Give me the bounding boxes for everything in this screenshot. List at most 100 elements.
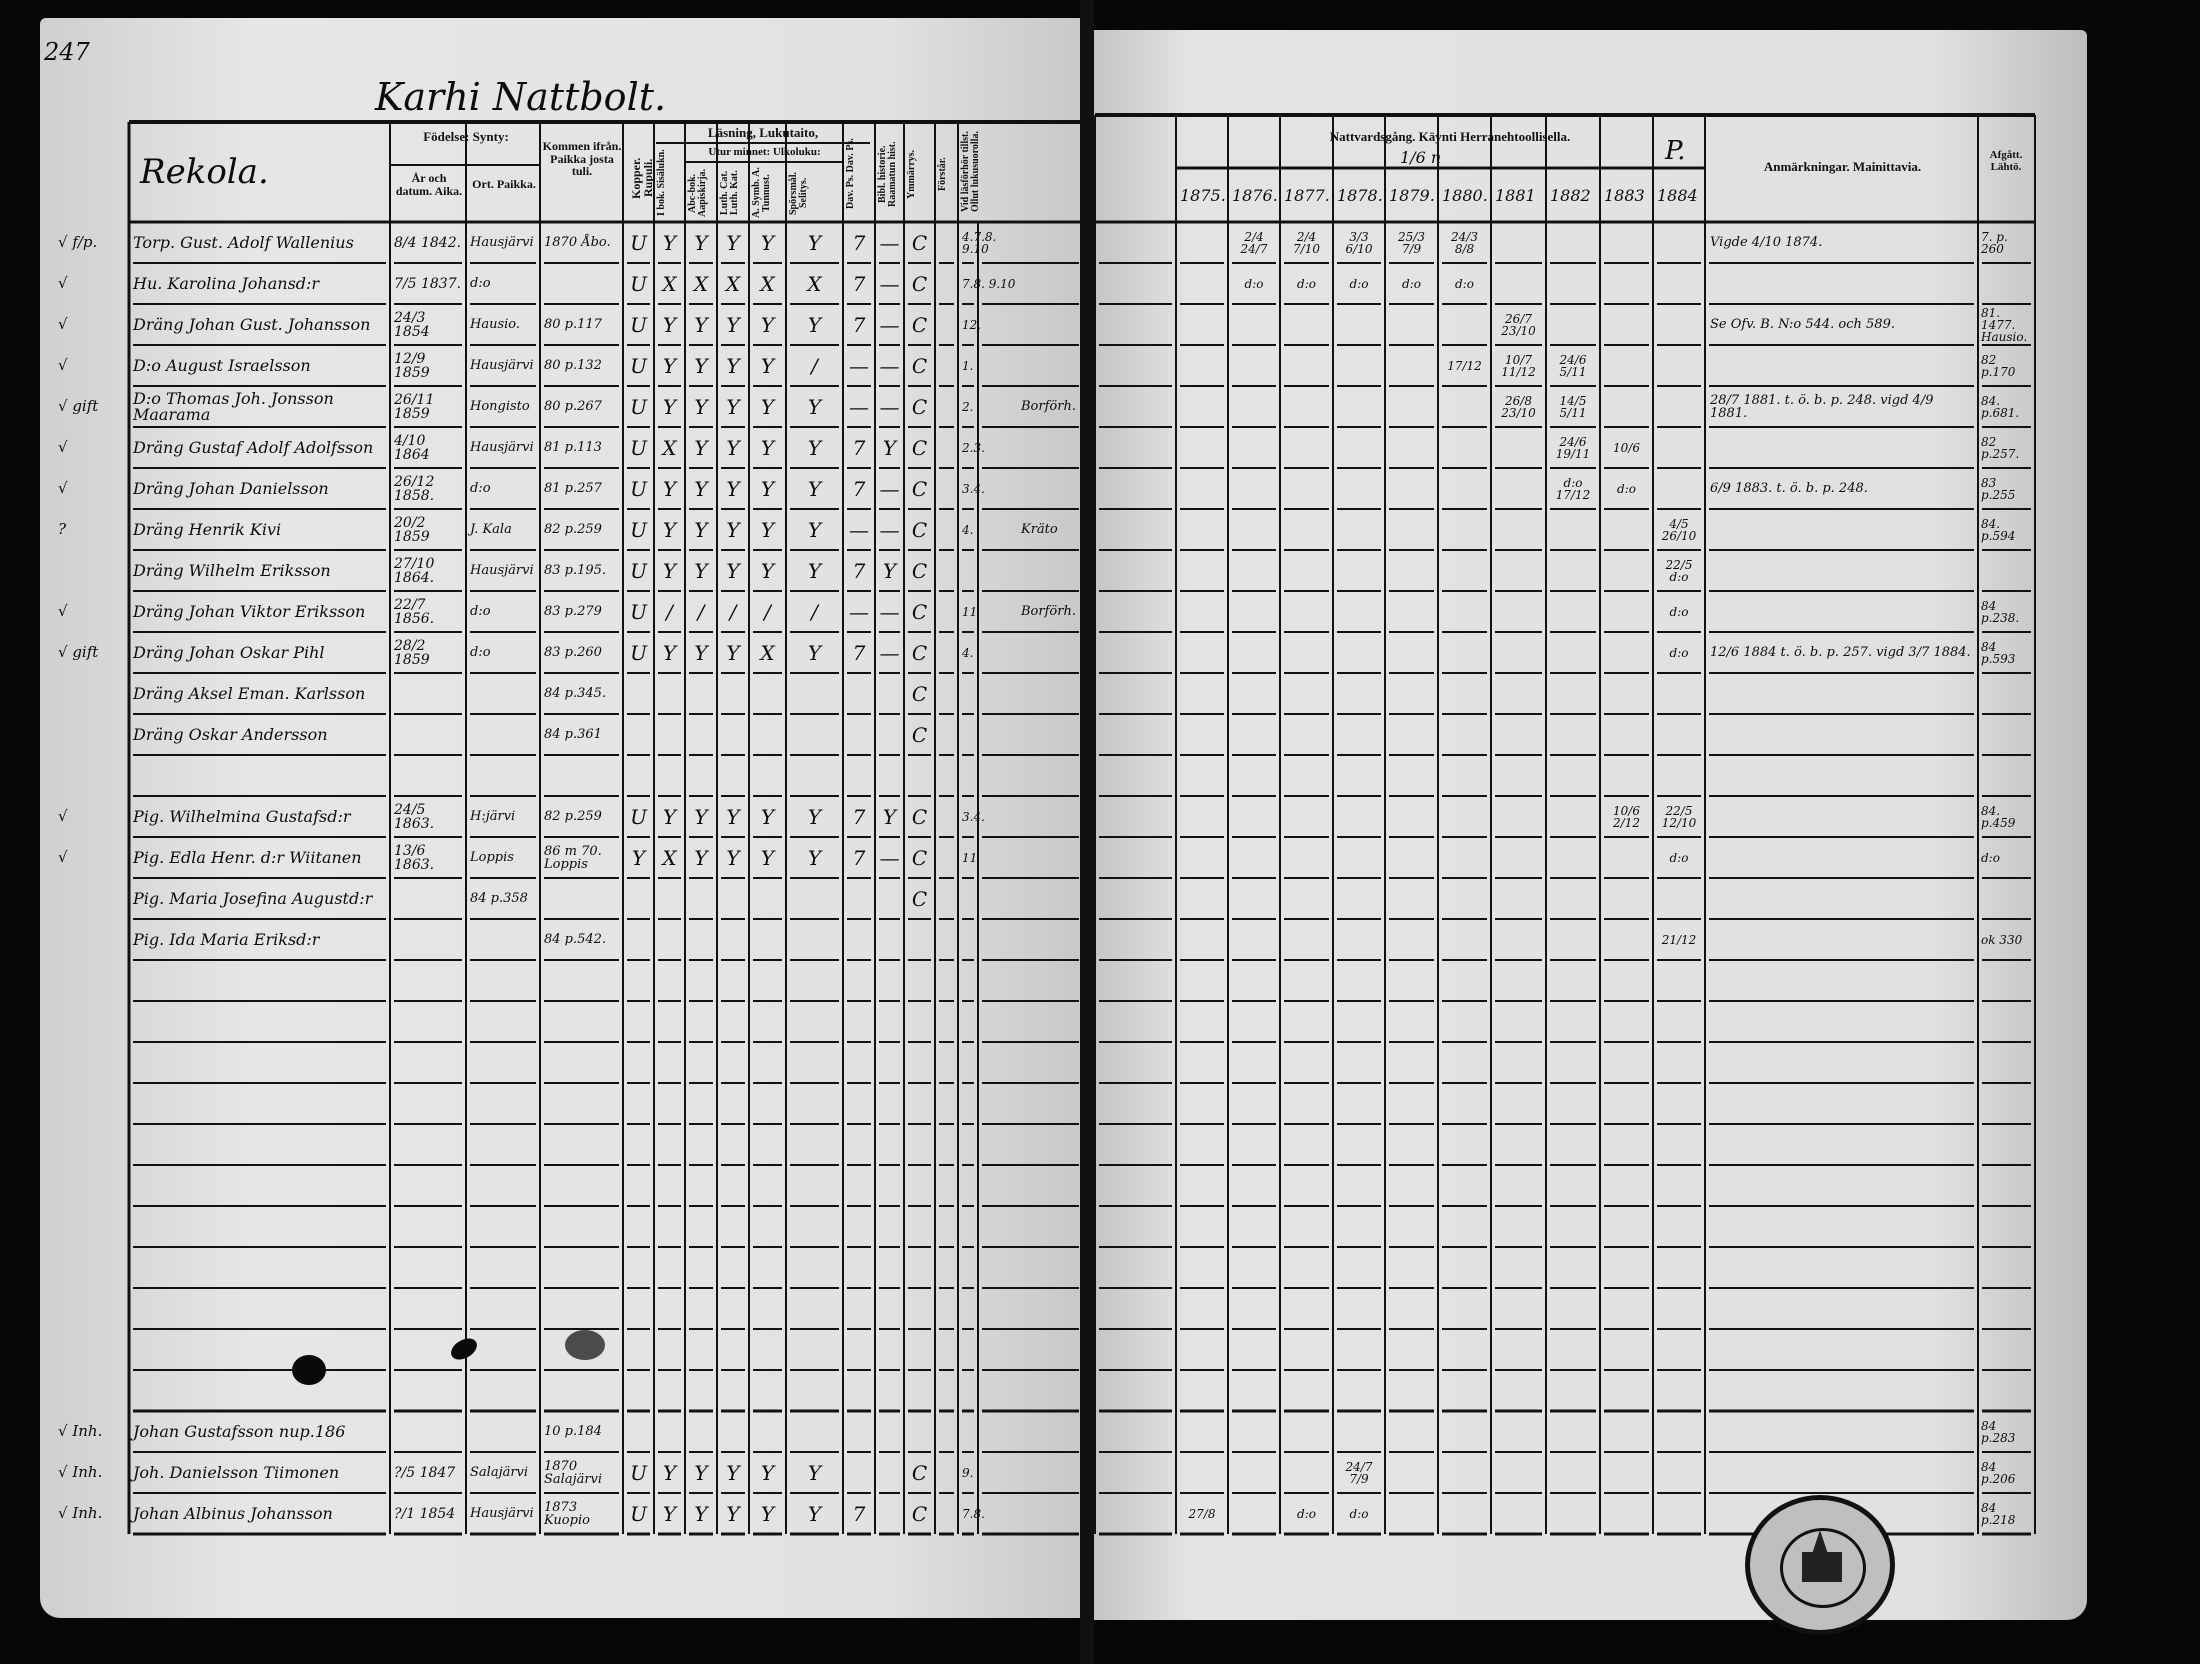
side-note: Kräto xyxy=(1021,522,1058,537)
came-from: 84 p.345. xyxy=(544,686,607,701)
person-name: Pig. Ida Maria Eriksd:r xyxy=(133,929,320,949)
reading-mark xyxy=(844,757,874,794)
birth-date: 28/2 1859 xyxy=(394,637,430,668)
reading-mark: Y xyxy=(760,394,775,419)
reading-column-header: Ymmärrys. xyxy=(906,149,917,199)
reading-mark: C xyxy=(911,435,928,460)
birth-date: 24/3 1854 xyxy=(394,309,430,340)
reading-mark: — xyxy=(879,845,900,870)
margin-mark: √ gift xyxy=(58,643,99,661)
person-name: Dräng Johan Gust. Johansson xyxy=(133,314,371,334)
margin-mark: √ xyxy=(58,356,68,374)
reading-column-header: Spörsmål. Selitys. xyxy=(788,171,809,215)
birth-place: Hausjärvi xyxy=(470,235,534,250)
reading-mark xyxy=(686,880,716,917)
birth-date: 24/5 1863. xyxy=(394,801,435,832)
remark: Vigde 4/10 1874. xyxy=(1710,235,1823,250)
birth-place: Loppis xyxy=(470,850,514,865)
reading-mark xyxy=(876,921,903,958)
reading-mark: Y xyxy=(726,353,740,378)
exam-attendance xyxy=(960,675,1018,712)
reading-mark: Y xyxy=(882,435,897,460)
reading-mark: 7 xyxy=(852,476,866,501)
departed-ref xyxy=(1979,265,2034,302)
communion-date: 4/5 26/10 xyxy=(1661,516,1697,543)
communion-date: d:o xyxy=(1402,276,1421,291)
reading-mark: Y xyxy=(694,1501,708,1526)
birth-place xyxy=(468,716,539,753)
reading-mark xyxy=(787,757,842,794)
reading-mark: Y xyxy=(807,804,822,829)
reading-mark: 7 xyxy=(852,804,866,829)
reading-mark: — xyxy=(879,517,900,542)
reading-mark: Y xyxy=(760,517,775,542)
came-from: 83 p.260 xyxy=(544,645,602,660)
exam-attendance: 3.4. xyxy=(962,809,985,824)
departed-ref: 84 p.218 xyxy=(1981,1500,2016,1527)
departed-header: Afgått. Lähtö. xyxy=(1989,149,2023,173)
communion-date: d:o xyxy=(1669,850,1689,865)
margin-mark: ? xyxy=(58,520,67,538)
person-name: Dräng Johan Oskar Pihl xyxy=(133,642,325,662)
memory-header: Utur minnet: Ulkoluku: xyxy=(708,146,821,158)
reading-mark: X xyxy=(662,435,677,460)
exam-attendance: 11 xyxy=(962,604,978,619)
communion-date: 10/6 xyxy=(1613,440,1640,455)
came-from: 83 p.195. xyxy=(544,563,607,578)
reading-mark: Y xyxy=(694,845,708,870)
reading-mark: — xyxy=(879,599,900,624)
departed-ref: 82 p.170 xyxy=(1981,352,2016,379)
side-note xyxy=(1019,675,1081,712)
remark xyxy=(1708,880,1976,917)
exam-attendance: 4.7.8. 9.10 xyxy=(962,229,997,256)
came-from: 83 p.279 xyxy=(544,604,602,619)
came-from: 82 p.259 xyxy=(544,522,602,537)
communion-date: 24/6 5/11 xyxy=(1559,352,1587,379)
reading-column-header: I bok. Sisälukn. xyxy=(656,149,667,217)
remark xyxy=(1708,429,1976,466)
reading-mark: X xyxy=(662,845,677,870)
reading-mark: — xyxy=(849,599,869,624)
person-name: Dräng Gustaf Adolf Adolfsson xyxy=(133,437,374,457)
reading-mark: Y xyxy=(694,558,708,583)
birth-date: 8/4 1842. xyxy=(394,234,462,251)
reading-mark: Y xyxy=(760,558,775,583)
reading-mark xyxy=(718,921,748,958)
departed-ref: 82 p.257. xyxy=(1981,434,2020,461)
reading-mark xyxy=(624,921,653,958)
communion-date: d:o xyxy=(1669,645,1689,660)
birth-place: d:o xyxy=(470,645,491,660)
reading-mark xyxy=(844,716,874,753)
communion-date: 3/3 6/10 xyxy=(1345,229,1373,256)
birth-place: d:o xyxy=(470,481,491,496)
came-from: 10 p.184 xyxy=(544,1424,602,1439)
reading-mark: Y xyxy=(807,1460,822,1485)
departed-ref: 84. p.681. xyxy=(1981,393,2020,420)
reading-mark: Y xyxy=(807,435,822,460)
came-from xyxy=(542,880,622,917)
exam-attendance: 4. xyxy=(962,522,974,537)
margin-mark xyxy=(56,880,128,917)
departed-ref xyxy=(1979,716,2034,753)
reading-mark: U xyxy=(630,804,647,829)
reading-mark: C xyxy=(911,1501,928,1526)
reading-mark: Y xyxy=(726,230,740,255)
reading-mark: — xyxy=(879,476,900,501)
birth-date: 27/10 1864. xyxy=(394,555,435,586)
left-page xyxy=(40,18,1085,1618)
reading-mark: U xyxy=(630,312,647,337)
reading-mark: Y xyxy=(760,353,775,378)
birth-place: Hausjärvi xyxy=(470,358,534,373)
birth-place: Hausjärvi xyxy=(470,440,534,455)
reading-mark xyxy=(718,716,748,753)
right-page xyxy=(1092,30,2087,1620)
departed-ref: 84 p.283 xyxy=(1981,1418,2016,1445)
reading-mark: Y xyxy=(662,517,677,542)
birth-place: Hausjärvi xyxy=(470,563,534,578)
communion-date: d:o xyxy=(1617,481,1636,496)
reading-mark xyxy=(844,1454,874,1491)
side-note xyxy=(1019,880,1081,917)
reading-mark: U xyxy=(630,517,647,542)
person-name: Dräng Johan Danielsson xyxy=(133,478,329,498)
communion-date: 2/4 7/10 xyxy=(1293,229,1320,256)
